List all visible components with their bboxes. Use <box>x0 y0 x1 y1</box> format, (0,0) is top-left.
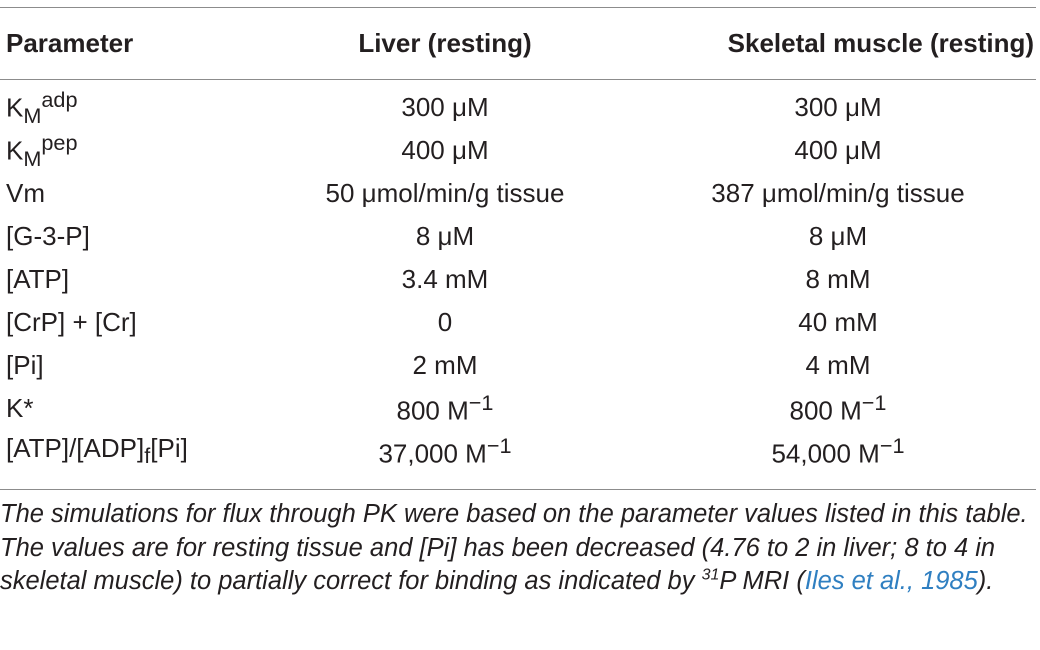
muscle-value: 300 μM <box>794 92 882 122</box>
value-exponent: −1 <box>486 433 512 459</box>
header-parameter: Parameter <box>6 28 134 58</box>
param-sub: M <box>23 145 42 171</box>
param-k-star: K* <box>6 393 34 423</box>
param-sup: adp <box>41 86 78 112</box>
muscle-value: 8 mM <box>805 264 871 294</box>
muscle-value: 40 mM <box>798 307 878 337</box>
table-header-rule <box>0 79 1036 80</box>
param-sub: M <box>23 102 42 128</box>
caption-text: The simulations for flux through PK were… <box>0 500 1028 595</box>
muscle-value: 4 mM <box>805 350 871 380</box>
header-liver: Liver (resting) <box>358 28 532 58</box>
table-top-rule <box>0 7 1036 8</box>
liver-value: 0 <box>437 307 453 337</box>
param-base: K <box>6 92 24 123</box>
param-vm: Vm <box>6 178 45 208</box>
value-number: 54,000 M <box>771 438 880 469</box>
table-row: Vm 50 μmol/min/g tissue 387 μmol/min/g t… <box>0 172 1036 215</box>
liver-value: 3.4 mM <box>401 264 489 294</box>
table-row: [CrP] + [Cr] 0 40 mM <box>0 301 1036 344</box>
muscle-value: 387 μmol/min/g tissue <box>711 178 965 208</box>
muscle-value: 54,000 M−1 <box>640 430 1036 473</box>
liver-value: 2 mM <box>412 350 478 380</box>
table-row: [ATP]/[ADP]f[Pi] 37,000 M−1 54,000 M−1 <box>0 430 1036 473</box>
value-exponent: −1 <box>879 433 905 459</box>
value-exponent: −1 <box>468 390 494 416</box>
caption-text: ). <box>977 567 994 595</box>
table-bottom-rule <box>0 489 1036 490</box>
param-base: K <box>6 135 24 166</box>
liver-value: 50 μmol/min/g tissue <box>325 178 565 208</box>
param-sup: pep <box>41 129 78 155</box>
muscle-value: 400 μM <box>794 135 882 165</box>
table-row: KMadp 300 μM 300 μM <box>0 79 1036 129</box>
liver-value: 8 μM <box>415 221 475 251</box>
param-atp-ratio: [ATP]/[ADP]f[Pi] <box>0 430 250 473</box>
value-number: 800 M <box>396 395 469 426</box>
table-row: [ATP] 3.4 mM 8 mM <box>0 258 1036 301</box>
caption-superscript: 31 <box>701 566 720 584</box>
param-atp: [ATP] <box>6 264 70 294</box>
param-km-adp: KMadp <box>0 79 250 129</box>
param-g3p: [G-3-P] <box>6 221 90 251</box>
liver-value: 300 μM <box>401 92 489 122</box>
parameter-table: Parameter Liver (resting) Skeletal muscl… <box>0 8 1036 473</box>
muscle-value: 800 M−1 <box>640 387 1036 430</box>
table-row: [G-3-P] 8 μM 8 μM <box>0 215 1036 258</box>
param-pi: [Pi] <box>6 350 44 380</box>
citation-link[interactable]: Iles et al., 1985 <box>804 567 978 595</box>
table-caption: The simulations for flux through PK were… <box>0 498 1036 599</box>
header-muscle: Skeletal muscle (resting) <box>727 28 1034 58</box>
liver-value: 400 μM <box>401 135 489 165</box>
liver-value: 37,000 M−1 <box>250 430 640 473</box>
param-crp-cr: [CrP] + [Cr] <box>6 307 137 337</box>
param-km-pep: KMpep <box>0 129 250 172</box>
liver-value: 800 M−1 <box>250 387 640 430</box>
table-row: KMpep 400 μM 400 μM <box>0 129 1036 172</box>
value-number: 37,000 M <box>378 438 487 469</box>
caption-text: P MRI ( <box>719 567 805 595</box>
muscle-value: 8 μM <box>808 221 868 251</box>
param-sub: f <box>144 443 151 469</box>
table-header-row: Parameter Liver (resting) Skeletal muscl… <box>0 8 1036 79</box>
param-base: [ATP]/[ADP] <box>6 433 145 464</box>
param-tail: [Pi] <box>150 433 188 464</box>
value-number: 800 M <box>789 395 862 426</box>
value-exponent: −1 <box>861 390 887 416</box>
table-row: K* 800 M−1 800 M−1 <box>0 387 1036 430</box>
table-row: [Pi] 2 mM 4 mM <box>0 344 1036 387</box>
